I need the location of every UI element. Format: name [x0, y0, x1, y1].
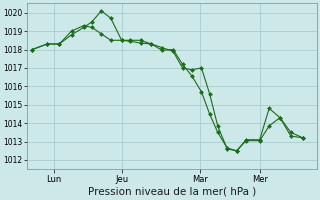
X-axis label: Pression niveau de la mer( hPa ): Pression niveau de la mer( hPa ) — [88, 187, 256, 197]
